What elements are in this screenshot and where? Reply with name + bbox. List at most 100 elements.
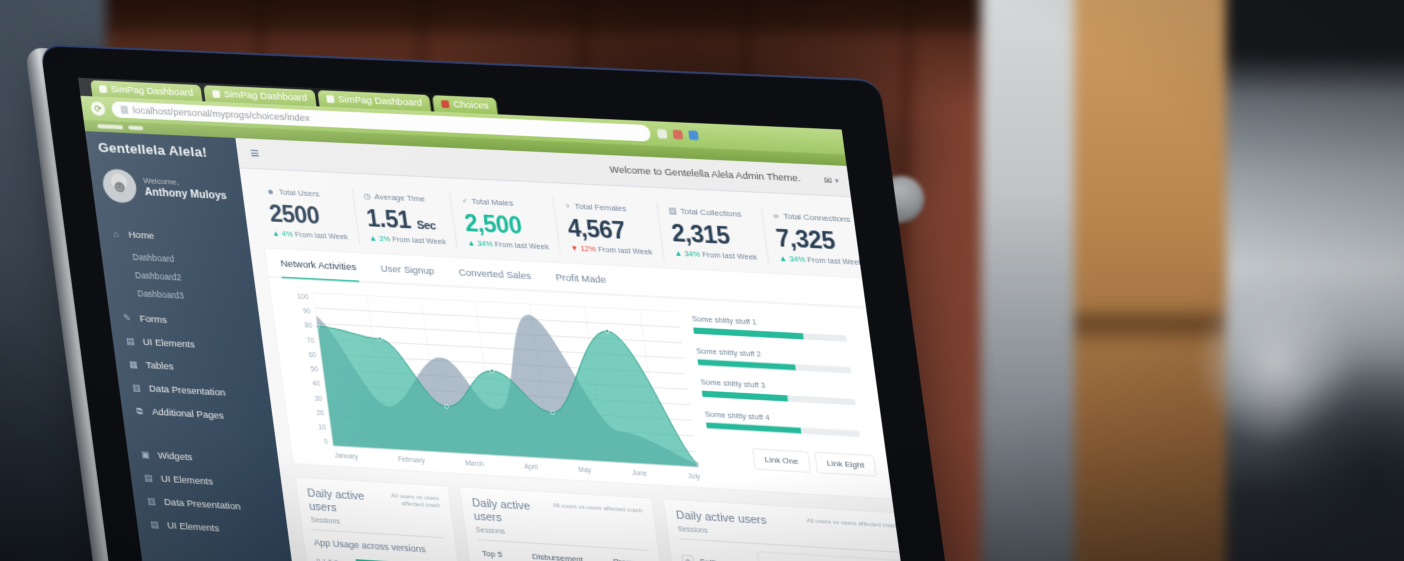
male-icon: ♂ xyxy=(461,196,469,206)
stat-value: 2500 xyxy=(267,199,321,229)
stat-value: 2,315 xyxy=(669,218,731,249)
avatar[interactable]: ☻ xyxy=(100,168,139,204)
card-title: Daily active users xyxy=(471,496,531,524)
card-note: All users vs users affected crash xyxy=(806,516,899,529)
progress-fill xyxy=(693,327,804,340)
data-presentation-icon: ▥ xyxy=(146,495,157,507)
collections-icon: ▥ xyxy=(668,206,677,216)
tab-favicon xyxy=(440,99,450,108)
link-eight-button[interactable]: Link Eight xyxy=(814,452,877,477)
trend-down-icon: ▼ xyxy=(569,243,579,253)
reload-icon[interactable]: ⟳ xyxy=(90,101,106,117)
additional-pages-icon: ⧉ xyxy=(135,405,144,416)
network-activities-panel: Network Activities User Signup Converted… xyxy=(264,247,906,500)
tab-label: SimPag Dashboard xyxy=(223,88,308,103)
legend-item-4: Some shitty stuff 4 xyxy=(704,409,880,438)
laptop-screen: SimPag Dashboard SimPag Dashboard SimPag… xyxy=(78,77,940,561)
stat-value: 1.51 Sec xyxy=(364,204,437,233)
extension-icon[interactable] xyxy=(672,129,684,140)
widgets-icon: ▣ xyxy=(140,448,151,460)
app-usage-heading: App Usage across versions xyxy=(313,537,427,555)
menu-toggle-icon[interactable]: ≡ xyxy=(249,144,261,162)
chart-legend-column: Some shitty stuff 1 Some shitty stuff 2 xyxy=(678,312,893,494)
tab-favicon xyxy=(325,94,335,103)
page-icon xyxy=(120,105,129,115)
tab-favicon xyxy=(211,89,221,98)
url-text: localhost/personal/myprogs/choices/index xyxy=(132,104,311,124)
stat-value: 4,567 xyxy=(565,213,627,244)
tab-user-signup[interactable]: User Signup xyxy=(379,263,435,277)
door-frame xyxy=(981,0,1081,561)
bookmark-item[interactable] xyxy=(97,124,124,130)
ui-elements-icon: ▤ xyxy=(125,335,136,347)
extension-icon[interactable] xyxy=(656,129,668,139)
usage-row: 0.1.5.3 123k xyxy=(316,556,450,561)
tab-favicon xyxy=(98,84,108,93)
dark-chair-blob xyxy=(1266,356,1404,561)
card-title: Daily active users xyxy=(306,486,366,514)
area-series-svg xyxy=(313,303,699,468)
dashboard-app: Gentellela Alela! ☻ Welcome, Anthony Mul… xyxy=(85,131,940,561)
chevron-down-icon: ▾ xyxy=(834,176,839,185)
browser-window: SimPag Dashboard SimPag Dashboard SimPag… xyxy=(78,77,940,561)
profile-name: Anthony Muloys xyxy=(143,185,228,202)
stat-value: 2,500 xyxy=(462,208,524,239)
card-account: Daily active users Sessions All users vs… xyxy=(663,498,933,561)
ui-elements-icon: ▤ xyxy=(143,472,154,483)
stat-average-time: ◷ Average Time 1.51 Sec ▲ 3% From last We… xyxy=(351,187,457,250)
tab-label: Choices xyxy=(452,98,490,111)
card-note: All users vs users affected crash xyxy=(552,500,643,514)
tab-profit-made[interactable]: Profit Made xyxy=(555,272,607,286)
card-subtitle: Sessions xyxy=(310,514,341,525)
tables-icon: ▦ xyxy=(128,358,139,370)
trend-up-icon: ▲ xyxy=(271,228,281,238)
stat-total-females: ♀ Total Females 4,567 ▼ 12% From last Wee… xyxy=(552,197,664,260)
tab-network-activities[interactable]: Network Activities xyxy=(278,258,360,283)
messages-menu[interactable]: ✉ ▾ xyxy=(823,174,839,186)
ui-elements-icon: ▤ xyxy=(149,518,160,530)
legend-item-1: Some shitty stuff 1 xyxy=(691,315,867,343)
stat-value: 7,325 xyxy=(774,223,837,254)
progress-fill xyxy=(697,359,796,371)
browser-extension-icons xyxy=(656,129,699,141)
top5-column-headers: Top 5 Disbursement Progress xyxy=(481,548,647,561)
sidebar-home-submenu: Dashboard Dashboard2 Dashboard3 xyxy=(100,245,259,314)
female-icon: ♀ xyxy=(564,201,572,211)
tab-converted-sales[interactable]: Converted Sales xyxy=(457,267,532,282)
forms-icon: ✎ xyxy=(122,312,132,323)
trend-up-icon: ▲ xyxy=(673,248,683,258)
wooden-shelf-pillar xyxy=(1074,0,1234,561)
stat-total-users: ☻ Total Users 2500 ▲ 4% From last Week xyxy=(265,187,349,241)
card-app-usage: Daily active users Sessions All users vs… xyxy=(294,476,473,561)
user-profile: ☻ Welcome, Anthony Muloys xyxy=(89,163,246,220)
settings-icon: ⚙ xyxy=(681,554,695,561)
account-balance-box: Account Balance: 40.00EUR 40.00EUR per m… xyxy=(756,551,918,561)
data-presentation-icon: ▥ xyxy=(131,382,142,393)
users-icon: ☻ xyxy=(265,187,276,197)
progress-fill xyxy=(701,390,789,402)
area-chart: 100 90 80 70 60 50 40 30 20 10 0 xyxy=(281,291,701,482)
account-settings-list: ⚙ Settings ≣ Subscription xyxy=(680,547,762,561)
trend-up-icon: ▲ xyxy=(778,253,788,263)
chart-plot-area xyxy=(312,292,699,468)
stat-total-collections: ▥ Total Collections 2,315 ▲ 34% From last… xyxy=(656,202,769,265)
tab-label: SimPag Dashboard xyxy=(110,83,194,98)
teal-area-series xyxy=(315,315,699,468)
card-top5: Daily active users Sessions All users vs… xyxy=(459,486,677,561)
trend-up-icon: ▲ xyxy=(466,238,476,248)
card-note: All users vs users affected crash xyxy=(390,491,441,510)
home-icon: ⌂ xyxy=(112,228,120,239)
laptop: SimPag Dashboard SimPag Dashboard SimPag… xyxy=(24,44,986,561)
envelope-icon: ✉ xyxy=(823,174,833,186)
progress-fill xyxy=(706,422,802,434)
link-one-button[interactable]: Link One xyxy=(752,448,811,473)
trend-up-icon: ▲ xyxy=(368,233,378,243)
tab-label: SimPag Dashboard xyxy=(337,93,423,108)
list-item-settings[interactable]: ⚙ Settings xyxy=(681,554,750,561)
browser-tab-4[interactable]: Choices xyxy=(432,95,498,115)
bookmark-item[interactable] xyxy=(127,125,144,131)
extension-icon[interactable] xyxy=(688,130,699,141)
stat-total-males: ♂ Total Males 2,500 ▲ 34% From last Week xyxy=(449,192,560,255)
welcome-text: Welcome to Gentelella Alela Admin Theme. xyxy=(609,164,802,184)
